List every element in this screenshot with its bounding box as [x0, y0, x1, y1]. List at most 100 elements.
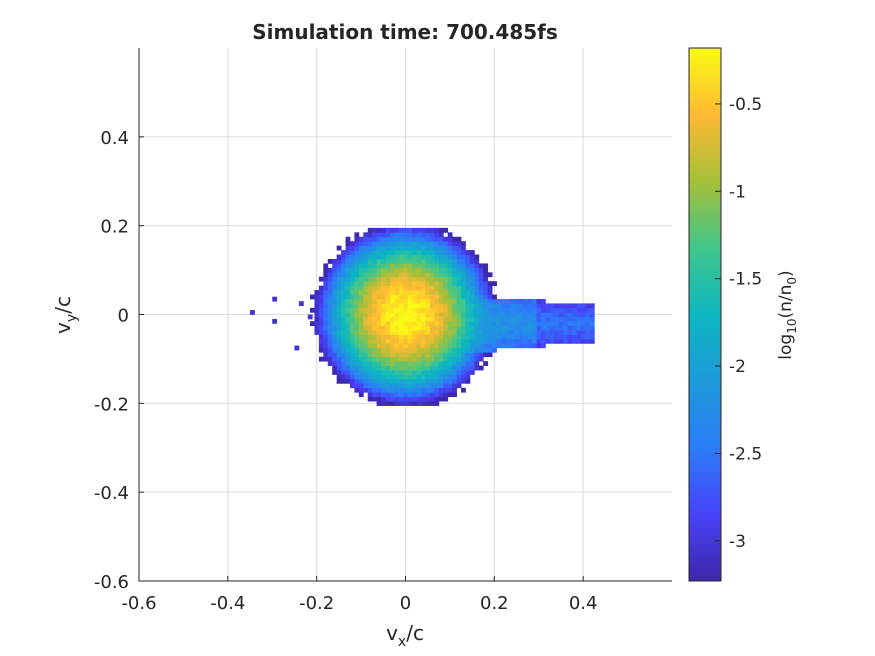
heatmap-cell: [478, 325, 484, 331]
heatmap-cell: [434, 374, 440, 380]
heatmap-cell: [443, 392, 449, 398]
heatmap-cell: [323, 307, 329, 313]
heatmap-cell: [332, 334, 338, 340]
heatmap-cell: [509, 312, 515, 318]
heatmap-cell: [385, 401, 391, 406]
heatmap-cell: [447, 241, 453, 247]
heatmap-cell: [341, 374, 346, 380]
heatmap-cell: [394, 321, 400, 327]
heatmap-cell: [349, 241, 355, 247]
heatmap-cell: [496, 312, 502, 318]
heatmap-cell: [443, 378, 449, 384]
heatmap-cell: [576, 307, 582, 313]
heatmap-cell: [398, 401, 404, 406]
heatmap-cell: [407, 370, 413, 375]
heatmap-cell: [318, 321, 324, 327]
heatmap-cell: [434, 316, 440, 322]
heatmap-cell: [474, 294, 480, 300]
heatmap-cell: [456, 272, 462, 278]
heatmap-cell: [429, 245, 435, 251]
heatmap-cell: [358, 356, 364, 362]
heatmap-cell: [461, 334, 466, 340]
heatmap-cell: [527, 343, 533, 349]
heatmap-cell: [421, 285, 426, 291]
heatmap-cell: [496, 303, 502, 309]
heatmap-cell: [554, 338, 560, 344]
heatmap-cell: [381, 370, 386, 375]
heatmap-cell: [465, 281, 471, 287]
heatmap-cell: [456, 361, 462, 366]
heatmap-cell: [398, 356, 404, 362]
heatmap-cell: [363, 281, 369, 287]
heatmap-cell: [523, 334, 529, 340]
heatmap-cell: [572, 330, 577, 335]
heatmap-cell: [381, 298, 386, 304]
heatmap-cell: [483, 294, 489, 300]
heatmap-cell: [327, 276, 333, 282]
heatmap-cell: [336, 316, 342, 322]
heatmap-cell: [363, 258, 369, 264]
heatmap-cell: [492, 321, 497, 327]
heatmap-cell: [381, 307, 386, 313]
heatmap-cell: [558, 307, 564, 313]
heatmap-cell: [336, 347, 342, 353]
heatmap-cell: [527, 307, 533, 313]
heatmap-cell: [509, 338, 515, 344]
heatmap-cell: [398, 254, 404, 260]
heatmap-cell: [327, 312, 333, 318]
heatmap-cell: [563, 338, 569, 344]
heatmap-cell: [461, 365, 466, 371]
heatmap-cell: [345, 250, 351, 255]
heatmap-cell: [505, 343, 511, 349]
heatmap-cell: [567, 312, 573, 318]
heatmap-cell: [443, 250, 449, 255]
heatmap-cell: [429, 347, 435, 353]
heatmap-cell: [372, 294, 378, 300]
heatmap-cell: [469, 263, 475, 269]
heatmap-cell: [394, 245, 400, 251]
heatmap-cell: [376, 352, 382, 358]
heatmap-cell: [412, 290, 418, 295]
heatmap-cell: [376, 325, 382, 331]
heatmap-cell: [354, 236, 360, 242]
heatmap-cell: [314, 307, 320, 313]
heatmap-cell: [349, 285, 355, 291]
heatmap-cell: [514, 307, 520, 313]
heatmap-cell: [349, 263, 355, 269]
heatmap-cell: [514, 298, 520, 304]
heatmap-cell: [336, 303, 342, 309]
heatmap-cell: [389, 325, 395, 331]
heatmap-cell: [567, 316, 573, 322]
heatmap-cell: [452, 236, 457, 242]
heatmap-cell: [461, 330, 466, 335]
x-axis-label-rest: /c: [406, 621, 424, 645]
heatmap-cell: [318, 290, 324, 295]
heatmap-cell: [332, 330, 338, 335]
heatmap-cell: [469, 285, 475, 291]
heatmap-cell: [381, 365, 386, 371]
heatmap-cell: [416, 227, 422, 233]
heatmap-cell: [367, 281, 373, 287]
heatmap-cell: [363, 330, 369, 335]
heatmap-cell: [589, 338, 595, 344]
heatmap-cell: [425, 245, 431, 251]
heatmap-cell: [447, 290, 453, 295]
heatmap-cell: [465, 294, 471, 300]
heatmap-cell: [372, 281, 378, 287]
heatmap-cell: [478, 352, 484, 358]
heatmap-cell: [429, 338, 435, 344]
heatmap-cell: [394, 325, 400, 331]
heatmap-cell: [310, 294, 315, 300]
heatmap-cell: [332, 263, 338, 269]
heatmap-cell: [421, 365, 426, 371]
heatmap-cell: [327, 316, 333, 322]
heatmap-cell: [372, 383, 378, 389]
heatmap-cell: [465, 298, 471, 304]
heatmap-cell: [483, 281, 489, 287]
heatmap-cell: [438, 356, 444, 362]
heatmap-cell: [385, 263, 391, 269]
heatmap-cell: [349, 347, 355, 353]
heatmap-cell: [425, 338, 431, 344]
heatmap-cell: [403, 401, 409, 406]
colorbar-label-base: log: [776, 334, 796, 360]
